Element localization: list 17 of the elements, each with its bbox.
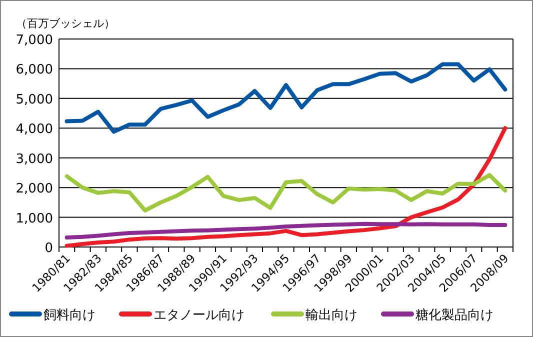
legend-label: 糖化製品向け [416, 308, 494, 323]
y-tick-label: 5,000 [16, 92, 53, 108]
legend-label: 飼料向け [44, 308, 96, 323]
y-tick-label: 4,000 [16, 122, 53, 138]
y-axis-title: （百万ブッシェル） [16, 17, 115, 30]
y-tick-label: 0 [44, 241, 53, 256]
y-tick-label: 1,000 [16, 211, 53, 226]
y-tick-label: 7,000 [16, 33, 53, 48]
y-tick-label: 3,000 [16, 152, 53, 167]
legend-label: エタノール向け [154, 308, 244, 323]
line-series [64, 173, 508, 212]
y-tick-label: 2,000 [16, 182, 53, 197]
line-series [64, 126, 508, 248]
legend-label: 輸出向け [306, 308, 358, 323]
y-tick-label: 6,000 [16, 62, 53, 78]
line-series [64, 62, 508, 134]
line-series [64, 222, 508, 240]
